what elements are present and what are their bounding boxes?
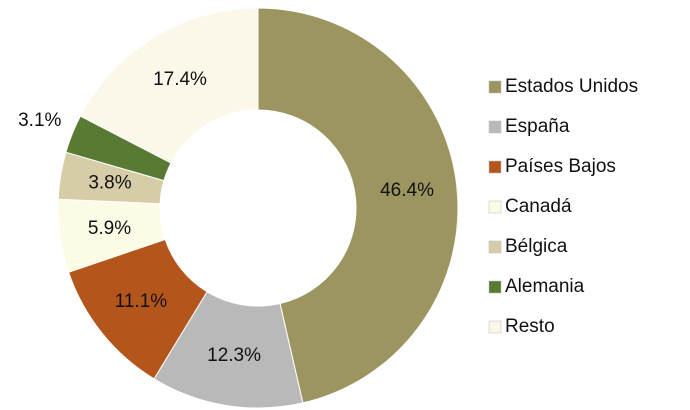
- legend-label: Estados Unidos: [505, 76, 638, 97]
- legend-swatch: [488, 280, 502, 294]
- legend-label: Resto: [505, 316, 555, 337]
- legend-label: Bélgica: [505, 236, 568, 257]
- legend-swatch: [488, 120, 502, 134]
- data-label: 12.3%: [207, 345, 261, 366]
- data-label: 17.4%: [153, 69, 207, 90]
- legend-label: España: [505, 116, 570, 137]
- legend-swatch: [488, 320, 502, 334]
- legend-label: Alemania: [505, 276, 585, 297]
- donut-slice: [79, 7, 259, 164]
- data-label: 3.1%: [18, 110, 61, 131]
- legend-label: Países Bajos: [505, 156, 616, 177]
- data-label: 5.9%: [88, 218, 131, 239]
- data-label: 46.4%: [380, 180, 434, 201]
- data-label: 11.1%: [115, 291, 168, 312]
- data-label: 3.8%: [88, 173, 131, 194]
- legend-swatch: [488, 80, 502, 94]
- legend-label: Canadá: [505, 196, 572, 217]
- donut-slice: [257, 7, 459, 404]
- legend-swatch: [488, 200, 502, 214]
- legend-swatch: [488, 160, 502, 174]
- legend-swatch: [488, 240, 502, 254]
